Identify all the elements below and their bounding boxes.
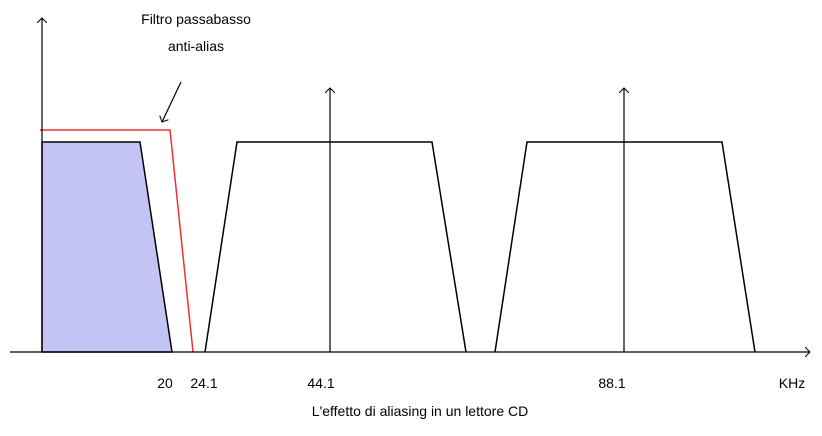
- image-spectrum: [494, 141, 756, 353]
- axis-label: 44.1: [307, 375, 334, 391]
- axis-label: 20: [157, 375, 173, 391]
- annotation-line: Filtro passabasso: [141, 11, 251, 27]
- filter-response: [40, 129, 194, 353]
- baseband-spectrum: [41, 141, 173, 353]
- caption: L'effetto di aliasing in un lettore CD: [312, 403, 528, 419]
- axis-label: 24.1: [190, 375, 217, 391]
- annotation-line: anti-alias: [168, 38, 224, 54]
- axis-unit: KHz: [779, 375, 805, 391]
- annotation-arrow: [162, 81, 182, 122]
- axis-label: 88.1: [598, 375, 625, 391]
- image-spectrum: [204, 141, 467, 353]
